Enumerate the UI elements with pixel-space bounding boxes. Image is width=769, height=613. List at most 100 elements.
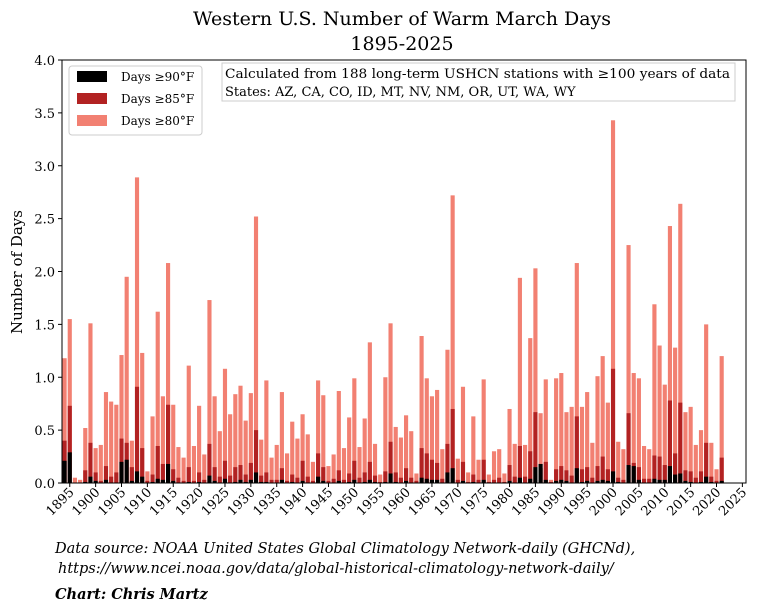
bar-80f-1906 (124, 276, 129, 483)
bar-80f-1992 (569, 406, 574, 483)
bar-80f-1925 (222, 368, 228, 483)
bar-80f-2002 (621, 449, 626, 483)
bar-80f-2016 (693, 444, 698, 483)
bar-85f-2000 (610, 368, 616, 483)
bar-90f-1995 (585, 480, 590, 483)
x-tick-label: 1915 (147, 485, 181, 519)
bar-80f-1898 (83, 428, 88, 483)
bar-85f-1924 (217, 476, 222, 483)
annotation-line2: States: AZ, CA, CO, ID, MT, NV, NM, OR, … (225, 85, 576, 100)
bar-80f-2003 (626, 245, 631, 483)
x-tick-label: 1935 (251, 485, 285, 519)
y-tick-label: 2.5 (34, 213, 55, 228)
bar-85f-1935 (274, 479, 279, 483)
x-tick-label: 1980 (483, 485, 517, 519)
bar-85f-1959 (398, 477, 403, 483)
bar-85f-1966 (435, 462, 440, 483)
bar-85f-2006 (642, 478, 647, 483)
bar-90f-1943 (316, 476, 321, 483)
bar-85f-1923 (212, 467, 217, 483)
bar-85f-1936 (279, 468, 284, 483)
bar-85f-1917 (181, 480, 186, 483)
bar-80f-1910 (145, 471, 150, 483)
bar-80f-2010 (662, 384, 667, 483)
bar-85f-1934 (269, 479, 274, 483)
bar-80f-1918 (186, 365, 191, 483)
bar-80f-1911 (150, 416, 155, 483)
y-axis-label: Number of Days (8, 210, 26, 334)
bar-80f-1897 (78, 479, 83, 483)
x-tick-label: 1910 (121, 485, 155, 519)
bar-85f-1963 (419, 448, 424, 483)
bar-80f-1954 (372, 443, 378, 483)
bar-90f-2000 (610, 471, 616, 483)
bar-90f-1918 (186, 481, 191, 483)
bar-80f-1994 (579, 406, 585, 483)
bar-85f-1953 (367, 461, 372, 483)
bar-85f-2017 (698, 471, 704, 483)
bar-80f-1936 (279, 392, 284, 483)
bar-80f-1916 (176, 447, 181, 483)
bar-85f-1982 (517, 445, 522, 483)
bar-90f-1895 (67, 452, 72, 483)
bar-90f-1909 (140, 476, 145, 483)
bar-85f-2015 (688, 471, 693, 483)
x-tick-label: 1945 (302, 485, 336, 519)
bar-80f-1896 (72, 477, 78, 483)
bar-85f-2019 (709, 476, 714, 483)
bar-80f-1989 (554, 378, 559, 483)
bar-80f-1932 (259, 439, 264, 483)
bar-90f-1999 (605, 480, 610, 483)
bar-80f-1908 (134, 177, 140, 483)
bar-90f-1906 (124, 459, 129, 483)
x-tick-label: 2025 (716, 485, 750, 519)
bar-90f-1933 (264, 481, 269, 483)
bar-80f-1894 (62, 358, 67, 483)
bar-90f-1957 (388, 473, 393, 483)
bar-85f-1905 (119, 438, 124, 483)
x-tick-label: 1930 (225, 485, 259, 519)
x-tick-label: 1975 (458, 485, 492, 519)
bar-80f-2012 (673, 347, 678, 483)
bar-80f-1913 (160, 396, 165, 483)
bar-85f-1945 (326, 480, 331, 483)
bar-90f-1898 (83, 481, 88, 483)
bar-85f-1914 (166, 404, 171, 483)
bar-90f-1938 (290, 481, 295, 483)
x-axis: 1895190019051910191519201925193019351940… (44, 483, 750, 519)
bar-80f-1948 (341, 448, 347, 483)
bar-80f-1924 (217, 431, 222, 483)
x-tick-label: 2005 (613, 485, 647, 519)
bar-80f-2017 (698, 430, 704, 484)
bar-85f-2003 (626, 413, 631, 483)
bar-80f-1937 (285, 453, 290, 483)
bar-90f-1953 (367, 479, 372, 483)
bar-85f-1925 (222, 460, 228, 483)
bar-85f-1971 (460, 461, 466, 483)
bar-90f-1944 (321, 480, 326, 483)
bar-85f-1997 (595, 466, 600, 483)
bar-85f-1926 (228, 475, 233, 483)
bar-80f-1974 (476, 459, 481, 483)
bar-80f-2020 (714, 469, 719, 483)
bar-85f-1994 (579, 469, 585, 483)
chart-credit: Chart: Chris Martz (55, 586, 208, 603)
bar-80f-1958 (393, 426, 398, 483)
bar-90f-1966 (435, 479, 440, 483)
x-tick-label: 1920 (173, 485, 207, 519)
bar-85f-1922 (207, 443, 212, 483)
bar-85f-1902 (103, 466, 109, 483)
bar-90f-1982 (517, 477, 522, 483)
bar-80f-2007 (647, 449, 652, 483)
bar-80f-1941 (305, 434, 310, 483)
y-tick-label: 4.0 (34, 54, 55, 69)
bar-90f-1990 (559, 479, 564, 483)
bar-80f-1900 (93, 448, 98, 483)
bar-80f-1975 (481, 379, 486, 483)
bar-80f-1951 (357, 447, 362, 483)
bar-80f-1987 (543, 379, 548, 483)
bar-90f-2011 (667, 466, 673, 483)
bar-90f-1932 (259, 481, 264, 483)
bar-80f-1931 (253, 216, 259, 483)
bar-85f-2013 (678, 402, 683, 483)
